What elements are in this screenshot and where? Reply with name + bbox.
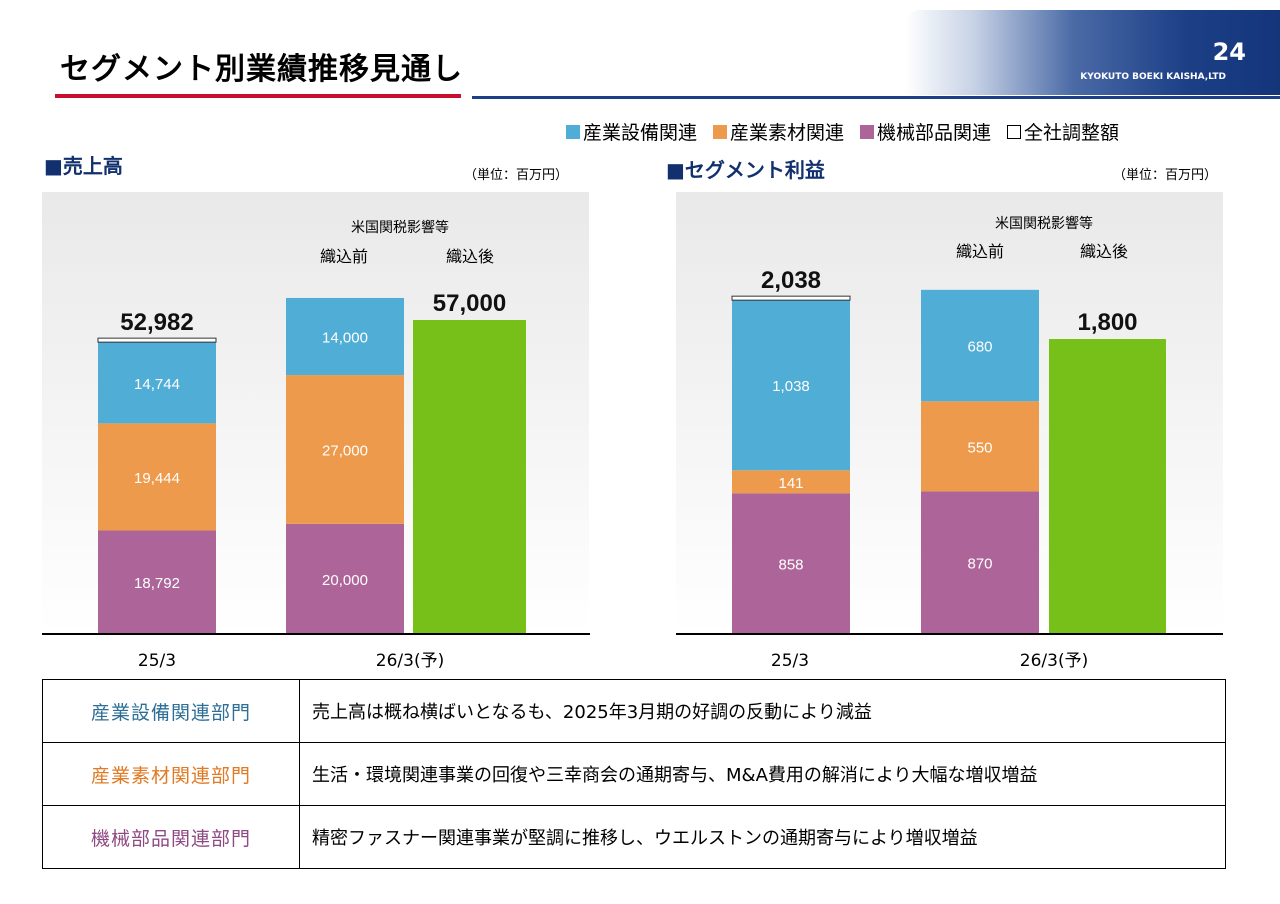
data-label: 680: [967, 339, 992, 356]
annotation-label: 米国関税影響等: [351, 219, 449, 236]
bar-segment-materials: [286, 375, 404, 524]
sales-chart-unit: （単位：百万円）: [464, 168, 569, 183]
bar-segment-parts: [921, 491, 1039, 634]
company-name: KYOKUTO BOEKI KAISHA,LTD: [1080, 72, 1226, 82]
data-label: 19,444: [134, 470, 180, 487]
page-number: 24: [1212, 38, 1246, 66]
bar-after-impact: [413, 320, 526, 634]
table-row: 産業設備関連部門 売上高は概ね横ばいとなるも、2025年3月期の好調の反動により…: [42, 679, 1226, 743]
total-label: 57,000: [433, 290, 506, 317]
x-tick-label: 26/3(予): [376, 651, 444, 671]
charts-canvas: 18,792 19,444 14,744 52,982 20,000 27,000 14,0…: [42, 192, 1223, 671]
segment-desc-parts: 精密ファスナー関連事業が堅調に推移し、ウエルストンの通期寄与により増収増益: [299, 805, 1226, 869]
legend-swatch-equipment: [566, 124, 580, 139]
bar-segment-adjustment: [731, 295, 851, 301]
legend-swatch-parts: [860, 124, 875, 139]
legend-item-parts: 機械部品関連: [860, 118, 991, 145]
total-label: 2,038: [761, 267, 821, 294]
profit-chart: 858 141 1,038 2,038 870 550 680 1,800 米国関税影響等織込前…: [676, 192, 1223, 671]
segment-name-equipment: 産業設備関連部門: [42, 679, 300, 743]
bar-header-label: 織込前: [320, 247, 368, 266]
sales-chart: 18,792 19,444 14,744 52,982 20,000 27,000 14,0…: [42, 192, 590, 671]
data-label: 27,000: [322, 442, 368, 459]
legend-swatch-adjustment: [1007, 124, 1022, 139]
legend-swatch-materials: [713, 124, 728, 139]
data-label: 14,744: [134, 376, 180, 393]
legend-label-parts: 機械部品関連: [877, 122, 992, 144]
total-label: 52,982: [120, 309, 193, 336]
data-label: 141: [778, 475, 803, 492]
bar-segment-equipment: [286, 297, 404, 376]
bar-segment-equipment: [98, 342, 216, 424]
x-tick-label: 25/3: [138, 651, 176, 671]
bar-segment-equipment: [732, 300, 850, 471]
bar-segment-adjustment: [97, 337, 217, 343]
data-label: 1,038: [772, 378, 810, 395]
legend-label-materials: 産業素材関連: [730, 122, 845, 144]
legend-label-equipment: 産業設備関連: [583, 122, 698, 144]
profit-chart-title: ■セグメント利益: [666, 158, 825, 182]
segment-name-materials: 産業素材関連部門: [42, 742, 300, 806]
bar-segment-parts: [286, 523, 404, 634]
bar-header-label: 織込前: [956, 242, 1004, 261]
data-label: 858: [778, 557, 803, 574]
data-label: 20,000: [322, 572, 368, 589]
segment-summary-table: 産業設備関連部門 売上高は概ね横ばいとなるも、2025年3月期の好調の反動により…: [42, 679, 1226, 869]
bar-segment-materials: [921, 401, 1039, 492]
bar-segment-materials: [98, 423, 216, 531]
segment-name-parts: 機械部品関連部門: [42, 805, 300, 869]
legend-item-adjustment: 全社調整額: [1007, 118, 1119, 145]
data-label: 14,000: [322, 330, 368, 347]
table-row: 産業素材関連部門 生活・環境関連事業の回復や三幸商会の通期寄与、M&A費用の解消…: [42, 742, 1226, 806]
bar-segment-parts: [98, 530, 216, 634]
bar-header-label: 織込後: [446, 247, 494, 266]
title-underline-red: [55, 94, 461, 98]
segment-desc-materials: 生活・環境関連事業の回復や三幸商会の通期寄与、M&A費用の解消により大幅な増収増…: [299, 742, 1226, 806]
profit-chart-unit: （単位：百万円）: [1113, 168, 1218, 183]
total-label: 1,800: [1077, 309, 1137, 336]
header-banner: [905, 10, 1280, 95]
data-label: 870: [967, 556, 992, 573]
segment-desc-equipment: 売上高は概ね横ばいとなるも、2025年3月期の好調の反動により減益: [299, 679, 1226, 743]
table-row: 機械部品関連部門 精密ファスナー関連事業が堅調に推移し、ウエルストンの通期寄与に…: [42, 805, 1226, 869]
bar-segment-materials: [732, 470, 850, 494]
x-tick-label: 25/3: [771, 651, 809, 671]
bar-segment-equipment: [921, 289, 1039, 402]
data-label: 18,792: [134, 575, 180, 592]
sales-chart-title: ■売上高: [44, 154, 123, 178]
legend-item-materials: 産業素材関連: [713, 118, 844, 145]
title-underline-blue: [472, 96, 1280, 99]
annotation-label: 米国関税影響等: [995, 215, 1093, 232]
chart-legend: 産業設備関連 産業素材関連 機械部品関連 全社調整額: [566, 118, 1119, 145]
page-title: セグメント別業績推移見通し: [60, 52, 463, 87]
data-label: 550: [967, 439, 992, 456]
legend-item-equipment: 産業設備関連: [566, 118, 697, 145]
bar-segment-parts: [732, 493, 850, 634]
x-tick-label: 26/3(予): [1020, 651, 1088, 671]
legend-label-adjustment: 全社調整額: [1024, 122, 1120, 144]
bar-header-label: 織込後: [1080, 242, 1128, 261]
bar-after-impact: [1049, 339, 1166, 634]
